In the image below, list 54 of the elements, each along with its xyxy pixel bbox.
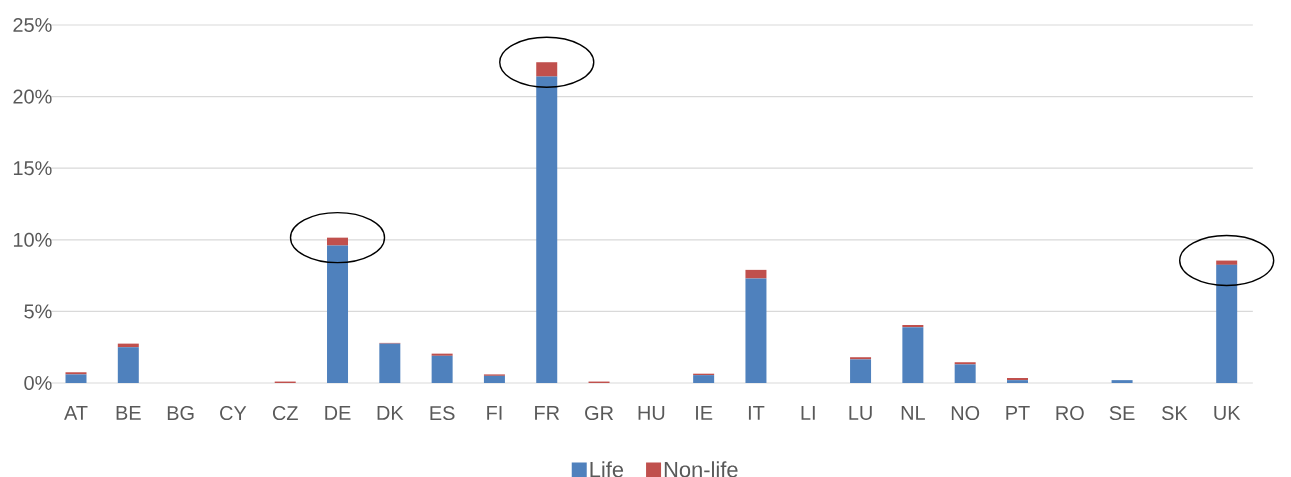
x-tick-label: GR bbox=[585, 406, 614, 421]
x-tick-label: FR bbox=[535, 406, 560, 420]
bar bbox=[1216, 264, 1238, 383]
x-tick-label: CZ bbox=[272, 406, 298, 421]
legend-label: Non-life bbox=[664, 461, 738, 477]
y-tick-label: 20% bbox=[13, 89, 52, 104]
x-tick-label: RO bbox=[1056, 406, 1084, 421]
x-tick-label: AT bbox=[64, 406, 88, 420]
x-tick-label: BE bbox=[116, 406, 141, 420]
x-tick-label: LU bbox=[849, 406, 872, 420]
bar bbox=[65, 372, 87, 375]
bar bbox=[65, 374, 87, 383]
x-tick-label: DE bbox=[325, 406, 351, 420]
bar bbox=[693, 375, 715, 383]
x-tick-label: IE bbox=[696, 406, 713, 420]
bar bbox=[379, 343, 401, 383]
x-tick-label: HU bbox=[638, 406, 665, 420]
legend-label: Life bbox=[590, 461, 624, 477]
y-tick-label: 10% bbox=[13, 232, 52, 247]
x-tick-label: SE bbox=[1109, 406, 1135, 421]
bar bbox=[745, 278, 767, 383]
bar bbox=[327, 237, 349, 246]
y-tick-label: 5% bbox=[24, 304, 52, 319]
bar bbox=[902, 325, 924, 328]
x-tick-label: IT bbox=[748, 406, 765, 420]
bar bbox=[850, 359, 872, 383]
bar bbox=[536, 76, 558, 383]
bar bbox=[1216, 260, 1238, 265]
x-tick-label: PT bbox=[1006, 406, 1030, 420]
bar bbox=[536, 62, 558, 77]
bar bbox=[745, 269, 767, 279]
x-tick-label: SK bbox=[1162, 406, 1188, 421]
y-tick-label: 25% bbox=[13, 17, 52, 33]
y-tick-label: 0% bbox=[24, 375, 52, 391]
bar bbox=[117, 347, 139, 383]
bar bbox=[431, 355, 453, 383]
x-tick-label: CY bbox=[220, 406, 247, 421]
bar bbox=[954, 364, 976, 383]
x-tick-label: UK bbox=[1214, 406, 1241, 420]
bar bbox=[902, 327, 924, 383]
bar bbox=[483, 375, 505, 383]
x-tick-label: LI bbox=[801, 406, 815, 420]
bar bbox=[954, 362, 976, 365]
x-tick-label: NL bbox=[901, 406, 925, 420]
x-tick-label: BG bbox=[167, 406, 194, 421]
x-tick-label: ES bbox=[430, 406, 455, 421]
bar bbox=[1111, 380, 1133, 383]
bar bbox=[327, 245, 349, 383]
bar bbox=[431, 353, 453, 356]
bar bbox=[850, 357, 872, 360]
y-tick-label: 15% bbox=[13, 161, 52, 176]
x-tick-label: DK bbox=[377, 406, 404, 420]
x-tick-label: FI bbox=[487, 406, 502, 420]
x-tick-label: NO bbox=[951, 406, 980, 421]
